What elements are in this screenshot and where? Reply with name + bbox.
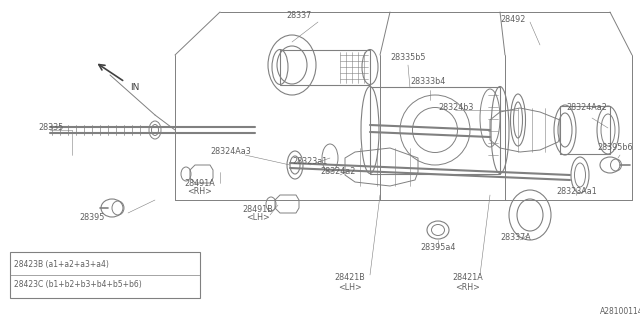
Text: 28491A: 28491A (184, 179, 216, 188)
Text: <RH>: <RH> (188, 188, 212, 196)
Text: 28421B: 28421B (335, 274, 365, 283)
Bar (10, 252, 200, 298)
Text: 28491B: 28491B (243, 205, 273, 214)
Text: 28323a1: 28323a1 (292, 157, 327, 166)
Text: 28423C (b1+b2+b3+b4+b5+b6): 28423C (b1+b2+b3+b4+b5+b6) (14, 281, 141, 290)
Text: 28324Aa2: 28324Aa2 (566, 103, 607, 113)
Text: 28323Aa1: 28323Aa1 (556, 188, 596, 196)
Bar (560, 106, 610, 154)
Text: 28324b3: 28324b3 (438, 103, 474, 113)
Text: 28324Aa3: 28324Aa3 (210, 148, 251, 156)
Text: 28335b5: 28335b5 (390, 53, 426, 62)
Text: 28395a4: 28395a4 (420, 244, 456, 252)
Bar (280, 50, 370, 85)
Text: 28337A: 28337A (500, 234, 531, 243)
Text: 28324a2: 28324a2 (320, 167, 355, 177)
Text: IN: IN (130, 84, 140, 92)
Text: 28492: 28492 (500, 15, 525, 25)
Text: 28395b6: 28395b6 (597, 143, 632, 153)
Text: 28421A: 28421A (452, 274, 483, 283)
Text: 28333b4: 28333b4 (410, 77, 445, 86)
Text: 28337: 28337 (286, 12, 311, 20)
Text: 28335: 28335 (38, 124, 63, 132)
Text: 28395: 28395 (79, 213, 105, 222)
Text: 28423B (a1+a2+a3+a4): 28423B (a1+a2+a3+a4) (14, 260, 109, 268)
Text: <LH>: <LH> (246, 213, 270, 222)
Text: A281001148: A281001148 (600, 308, 640, 316)
Bar (370, 87, 500, 174)
Text: <LH>: <LH> (338, 283, 362, 292)
Text: <RH>: <RH> (456, 283, 481, 292)
